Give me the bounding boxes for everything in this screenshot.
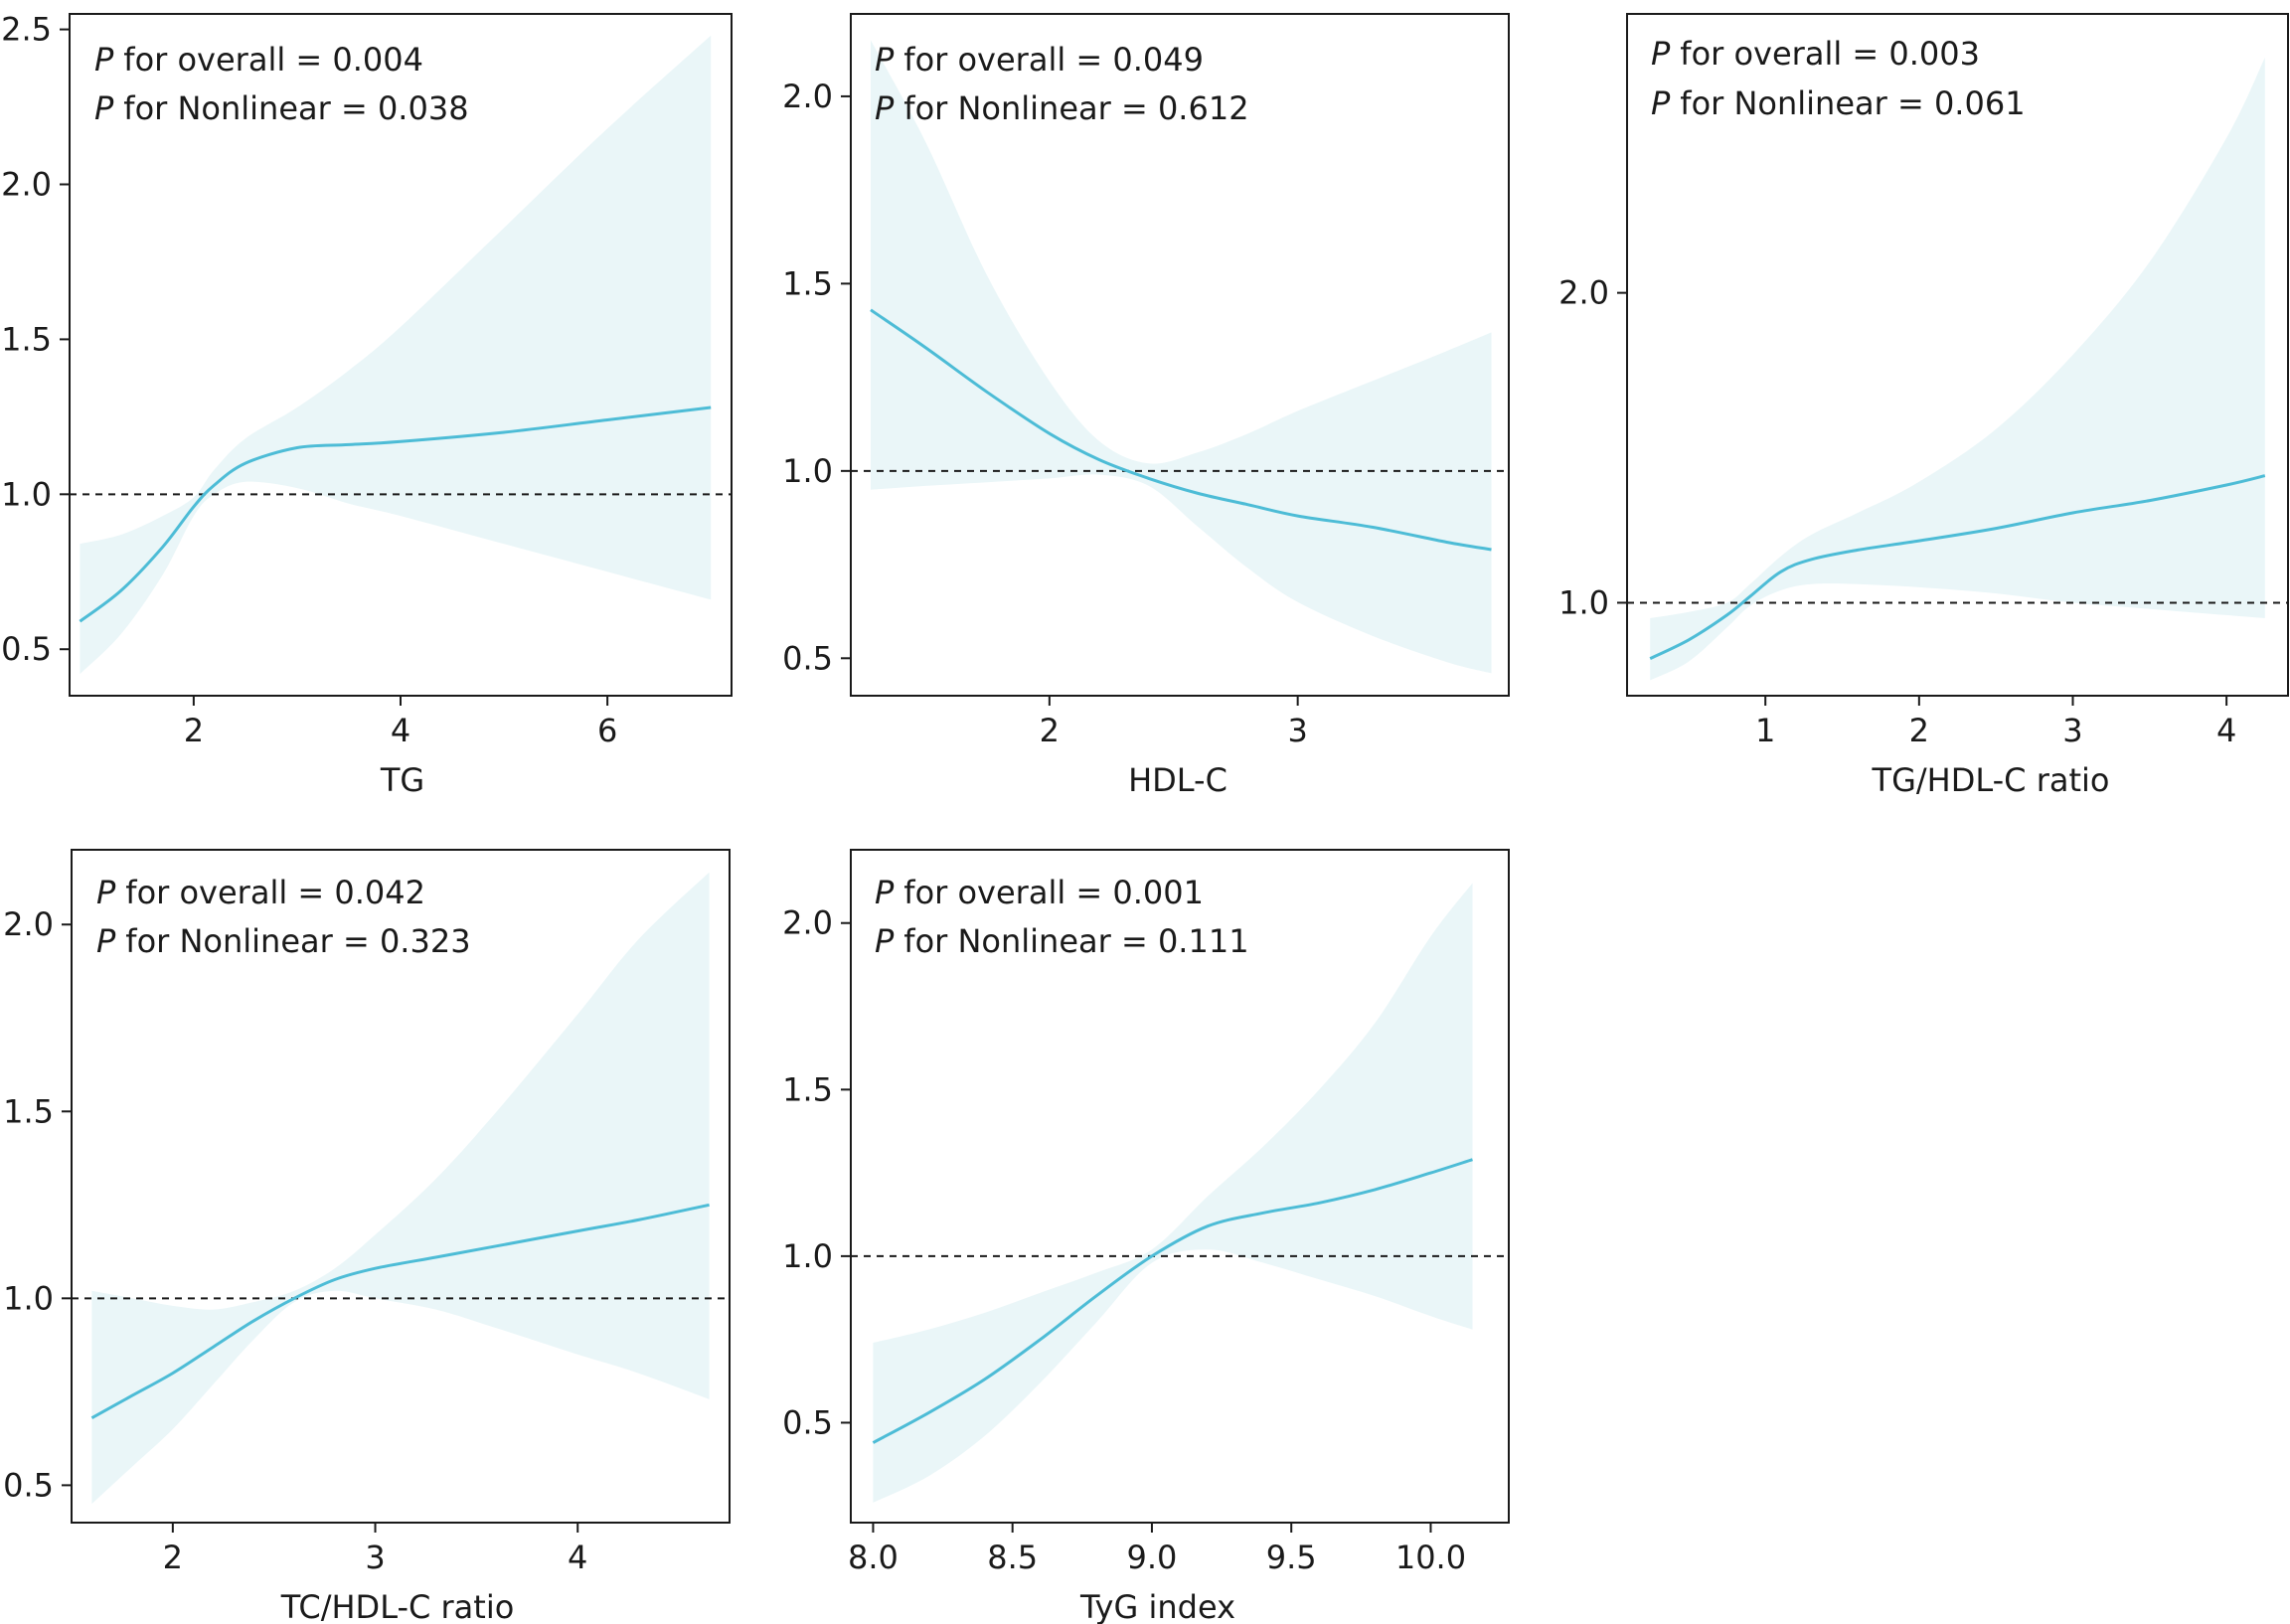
estimate-line bbox=[90, 1203, 710, 1420]
x-tick-label: 9.0 bbox=[1127, 1539, 1178, 1576]
y-tick-label: 1.0 bbox=[3, 1279, 54, 1317]
plot-frame bbox=[1626, 13, 2289, 697]
confidence-band bbox=[1650, 57, 2265, 681]
y-tick-label: 1.5 bbox=[782, 1070, 833, 1108]
confidence-band bbox=[91, 872, 710, 1505]
y-tick-label: 1.5 bbox=[1, 320, 52, 358]
y-tick-label: 2.0 bbox=[3, 905, 54, 943]
x-tick-label: 9.5 bbox=[1266, 1539, 1317, 1576]
x-axis-label: TyG index bbox=[1079, 1588, 1235, 1624]
x-tick-label: 6 bbox=[597, 712, 617, 749]
plot-frame bbox=[71, 849, 731, 1524]
estimate-line bbox=[79, 406, 712, 623]
plot-frame bbox=[850, 849, 1510, 1524]
y-tick-label: 1.0 bbox=[1, 475, 52, 513]
confidence-band bbox=[871, 40, 1492, 674]
y-tick-label: 1.0 bbox=[782, 1237, 833, 1275]
x-tick-label: 2 bbox=[1909, 712, 1929, 749]
x-tick-label: 4 bbox=[2216, 712, 2236, 749]
x-tick-label: 1 bbox=[1755, 712, 1775, 749]
y-tick-label: 2.0 bbox=[1, 166, 52, 204]
y-tick-label: 2.0 bbox=[782, 78, 833, 115]
x-tick-label: 10.0 bbox=[1395, 1539, 1466, 1576]
y-tick-label: 1.0 bbox=[782, 452, 833, 490]
confidence-band bbox=[873, 883, 1473, 1503]
estimate-line bbox=[872, 1158, 1473, 1444]
x-tick-label: 2 bbox=[184, 712, 204, 749]
confidence-band bbox=[80, 35, 712, 675]
y-tick-label: 1.5 bbox=[3, 1092, 54, 1130]
x-tick-label: 3 bbox=[2062, 712, 2082, 749]
y-tick-label: 1.0 bbox=[1558, 583, 1609, 621]
y-tick-label: 0.5 bbox=[3, 1466, 54, 1504]
x-tick-label: 2 bbox=[163, 1539, 183, 1576]
x-axis-label: TG/HDL-C ratio bbox=[1872, 761, 2110, 799]
y-tick-label: 0.5 bbox=[782, 639, 833, 677]
y-tick-label: 2.0 bbox=[782, 904, 833, 942]
x-tick-label: 4 bbox=[391, 712, 410, 749]
x-tick-label: 4 bbox=[568, 1539, 587, 1576]
estimate-line bbox=[1649, 474, 2266, 660]
y-tick-label: 2.0 bbox=[1558, 274, 1609, 312]
estimate-line bbox=[870, 308, 1492, 552]
x-axis-label: HDL-C bbox=[1128, 761, 1227, 799]
y-tick-label: 2.5 bbox=[1, 11, 52, 49]
x-axis-label: TC/HDL-C ratio bbox=[280, 1588, 515, 1624]
y-tick-label: 1.5 bbox=[782, 264, 833, 302]
x-tick-label: 3 bbox=[365, 1539, 385, 1576]
x-axis-label: TG bbox=[380, 761, 424, 799]
x-tick-label: 3 bbox=[1287, 712, 1307, 749]
x-tick-label: 8.5 bbox=[987, 1539, 1038, 1576]
plot-frame bbox=[850, 13, 1510, 697]
y-tick-label: 0.5 bbox=[782, 1403, 833, 1441]
x-tick-label: 8.0 bbox=[848, 1539, 899, 1576]
y-tick-label: 0.5 bbox=[1, 630, 52, 668]
x-tick-label: 2 bbox=[1040, 712, 1060, 749]
